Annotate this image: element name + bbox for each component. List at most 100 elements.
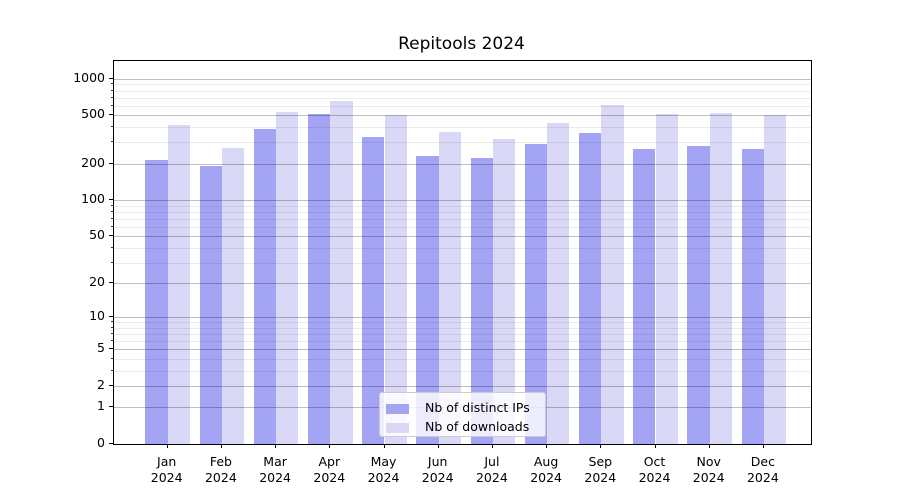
gridline-2	[114, 385, 811, 387]
gridline-minor-40	[114, 247, 811, 249]
x-tick-label-nov: Nov 2024	[692, 454, 725, 485]
y-minor-tick-40	[111, 246, 113, 248]
bar-ips-apr	[307, 113, 331, 444]
gridline-minor-30	[114, 262, 811, 264]
gridline-minor-3	[114, 370, 811, 372]
bar-ips-jun	[416, 155, 439, 444]
bar-downloads-aug	[547, 123, 570, 444]
x-tick-label-jan: Jan 2024	[150, 454, 183, 485]
legend-swatch-downloads	[386, 422, 409, 433]
y-minor-tick-7	[111, 333, 113, 335]
gridline-500	[114, 115, 811, 117]
x-tick-label-mar: Mar 2024	[259, 454, 291, 485]
y-tick-20	[109, 282, 113, 284]
x-tick-label-feb: Feb 2024	[204, 454, 237, 485]
gridline-minor-800	[114, 90, 811, 92]
y-tick-50	[109, 235, 113, 237]
y-minor-tick-60	[111, 225, 113, 227]
y-tick-200	[109, 162, 113, 164]
y-tick-label-100: 100	[81, 190, 105, 206]
gridline-5	[114, 349, 811, 351]
y-tick-5	[109, 348, 113, 350]
bar-ips-may	[362, 136, 385, 444]
y-tick-2	[109, 384, 113, 386]
bar-ips-oct	[633, 149, 656, 444]
bar-downloads-may	[384, 114, 407, 444]
gridline-1000	[114, 78, 811, 80]
y-tick-label-200: 200	[81, 154, 105, 170]
x-tick-sep	[600, 444, 602, 448]
y-minor-tick-9	[111, 321, 113, 323]
y-minor-tick-700	[111, 96, 113, 98]
y-tick-label-1000: 1000	[73, 69, 105, 85]
bar-downloads-jun	[438, 131, 462, 444]
x-tick-jul	[491, 444, 493, 448]
y-minor-tick-30	[111, 261, 113, 263]
gridline-minor-80	[114, 211, 811, 213]
chart-title: Repitools 2024	[398, 34, 525, 54]
gridline-minor-60	[114, 226, 811, 228]
y-minor-tick-70	[111, 217, 113, 219]
y-tick-label-5: 5	[97, 340, 105, 356]
y-minor-tick-900	[111, 83, 113, 85]
y-tick-500	[109, 114, 113, 116]
x-tick-jun	[437, 444, 439, 448]
gridline-minor-700	[114, 97, 811, 99]
gridline-minor-900	[114, 84, 811, 86]
bar-downloads-feb	[221, 148, 245, 444]
x-tick-label-may: May 2024	[367, 454, 400, 485]
y-tick-label-10: 10	[89, 307, 105, 323]
bar-ips-aug	[524, 143, 548, 444]
y-minor-tick-600	[111, 104, 113, 106]
y-minor-tick-8	[111, 326, 113, 328]
legend-item-downloads: Nb of downloads	[386, 418, 545, 437]
y-tick-label-500: 500	[81, 106, 105, 122]
y-tick-label-0: 0	[97, 434, 105, 450]
y-minor-tick-400	[111, 126, 113, 128]
plot-area	[113, 60, 812, 445]
x-tick-may	[383, 444, 385, 448]
y-tick-100	[109, 199, 113, 200]
gridline-minor-7	[114, 334, 811, 336]
y-minor-tick-3	[111, 369, 113, 371]
x-tick-jan	[166, 444, 168, 448]
gridline-minor-300	[114, 142, 811, 144]
gridline-20	[114, 283, 811, 285]
bar-ips-mar	[253, 129, 277, 444]
y-tick-0	[109, 443, 113, 444]
y-minor-tick-800	[111, 89, 113, 91]
x-tick-label-sep: Sep 2024	[584, 454, 617, 485]
y-minor-tick-90	[111, 204, 113, 206]
bar-ips-dec	[741, 149, 764, 444]
x-tick-label-jul: Jul 2024	[475, 454, 508, 485]
y-tick-label-2: 2	[97, 376, 105, 392]
bar-ips-feb	[199, 165, 222, 444]
x-tick-label-aug: Aug 2024	[530, 454, 562, 485]
bar-ips-nov	[687, 146, 710, 444]
y-tick-10	[109, 316, 113, 318]
bar-downloads-jul	[492, 139, 516, 444]
gridline-minor-400	[114, 127, 811, 129]
x-tick-oct	[654, 444, 656, 448]
x-tick-nov	[708, 444, 710, 448]
y-minor-tick-4	[111, 357, 113, 359]
legend-label-distinct-ips: Nb of distinct IPs	[425, 400, 530, 416]
gridline-minor-6	[114, 341, 811, 343]
y-tick-label-20: 20	[89, 273, 105, 289]
x-tick-dec	[762, 444, 764, 448]
y-tick-label-1: 1	[97, 398, 105, 414]
bar-ips-sep	[578, 133, 602, 444]
y-tick-1000	[109, 77, 113, 79]
gridline-minor-4	[114, 358, 811, 360]
gridline-minor-8	[114, 327, 811, 329]
gridline-minor-90	[114, 205, 811, 207]
x-tick-apr	[329, 444, 331, 448]
bar-ips-jul	[470, 158, 493, 444]
bar-ips-jan	[145, 160, 168, 444]
y-minor-tick-6	[111, 340, 113, 342]
bar-downloads-sep	[601, 104, 624, 444]
x-tick-feb	[220, 444, 222, 448]
y-minor-tick-80	[111, 210, 113, 212]
gridline-minor-600	[114, 105, 811, 107]
